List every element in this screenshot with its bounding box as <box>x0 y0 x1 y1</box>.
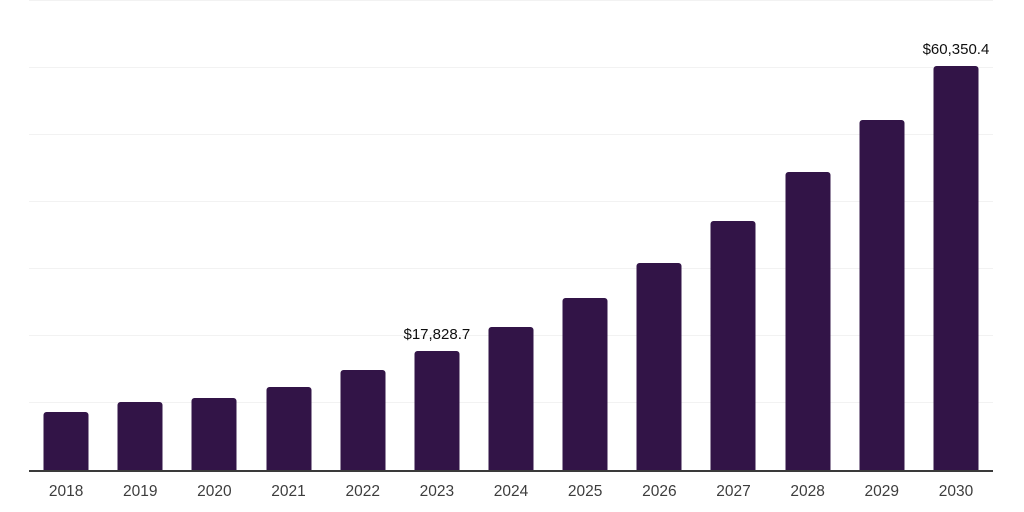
gridline <box>29 0 993 1</box>
bar-2018 <box>43 412 89 470</box>
bar-2030 <box>933 65 979 470</box>
x-tick-label-2024: 2024 <box>493 483 529 500</box>
x-tick-label-2019: 2019 <box>122 483 158 500</box>
bar-slot-2018 <box>29 1 103 470</box>
bar-2028 <box>785 171 831 470</box>
x-tick-label-2023: 2023 <box>419 483 455 500</box>
bar-slot-2030: $60,350.4 <box>919 1 993 470</box>
bars-row: $17,828.7 $60,350.4 <box>29 1 993 470</box>
gridline <box>29 201 993 202</box>
bar-slot-2022 <box>326 1 400 470</box>
bar-2023 <box>414 350 460 470</box>
bar-slot-2028 <box>771 1 845 470</box>
bar-2021 <box>266 386 312 470</box>
data-label-2023: $17,828.7 <box>403 325 471 343</box>
bar-slot-2021 <box>251 1 325 470</box>
bar-slot-2020 <box>177 1 251 470</box>
plot-area: $17,828.7 $60,350.4 <box>29 0 993 472</box>
x-tick-label-2026: 2026 <box>642 483 677 500</box>
data-label-2030: $60,350.4 <box>922 40 990 58</box>
bar-slot-2025 <box>548 1 622 470</box>
x-tick-label-2021: 2021 <box>271 483 306 500</box>
bar-slot-2029 <box>845 1 919 470</box>
x-tick-label-2020: 2020 <box>197 483 232 500</box>
x-tick-label-2027: 2027 <box>716 483 751 500</box>
bar-2029 <box>859 120 905 470</box>
bar-2022 <box>340 370 386 470</box>
x-tick-label-2030: 2030 <box>938 483 974 500</box>
x-tick-label-2022: 2022 <box>345 483 380 500</box>
bar-slot-2027 <box>696 1 770 470</box>
bar-2024 <box>488 326 534 470</box>
bar-2027 <box>710 220 756 470</box>
x-tick-label-2018: 2018 <box>48 483 84 500</box>
x-tick-label-2028: 2028 <box>790 483 825 500</box>
x-axis-labels: 2018 2019 2020 2021 2022 2023 2024 2025 2026 2027… <box>29 484 993 500</box>
bar-2026 <box>636 262 682 470</box>
bar-2020 <box>191 398 237 470</box>
gridline <box>29 134 993 135</box>
x-tick-label-2025: 2025 <box>567 483 603 500</box>
bar-slot-2024 <box>474 1 548 470</box>
bar-2019 <box>117 401 163 470</box>
bar-slot-2023: $17,828.7 <box>400 1 474 470</box>
bar-2025 <box>562 298 608 470</box>
x-tick-label-2029: 2029 <box>864 483 900 500</box>
gridline <box>29 268 993 269</box>
bar-slot-2019 <box>103 1 177 470</box>
gridline <box>29 67 993 68</box>
bar-slot-2026 <box>622 1 696 470</box>
